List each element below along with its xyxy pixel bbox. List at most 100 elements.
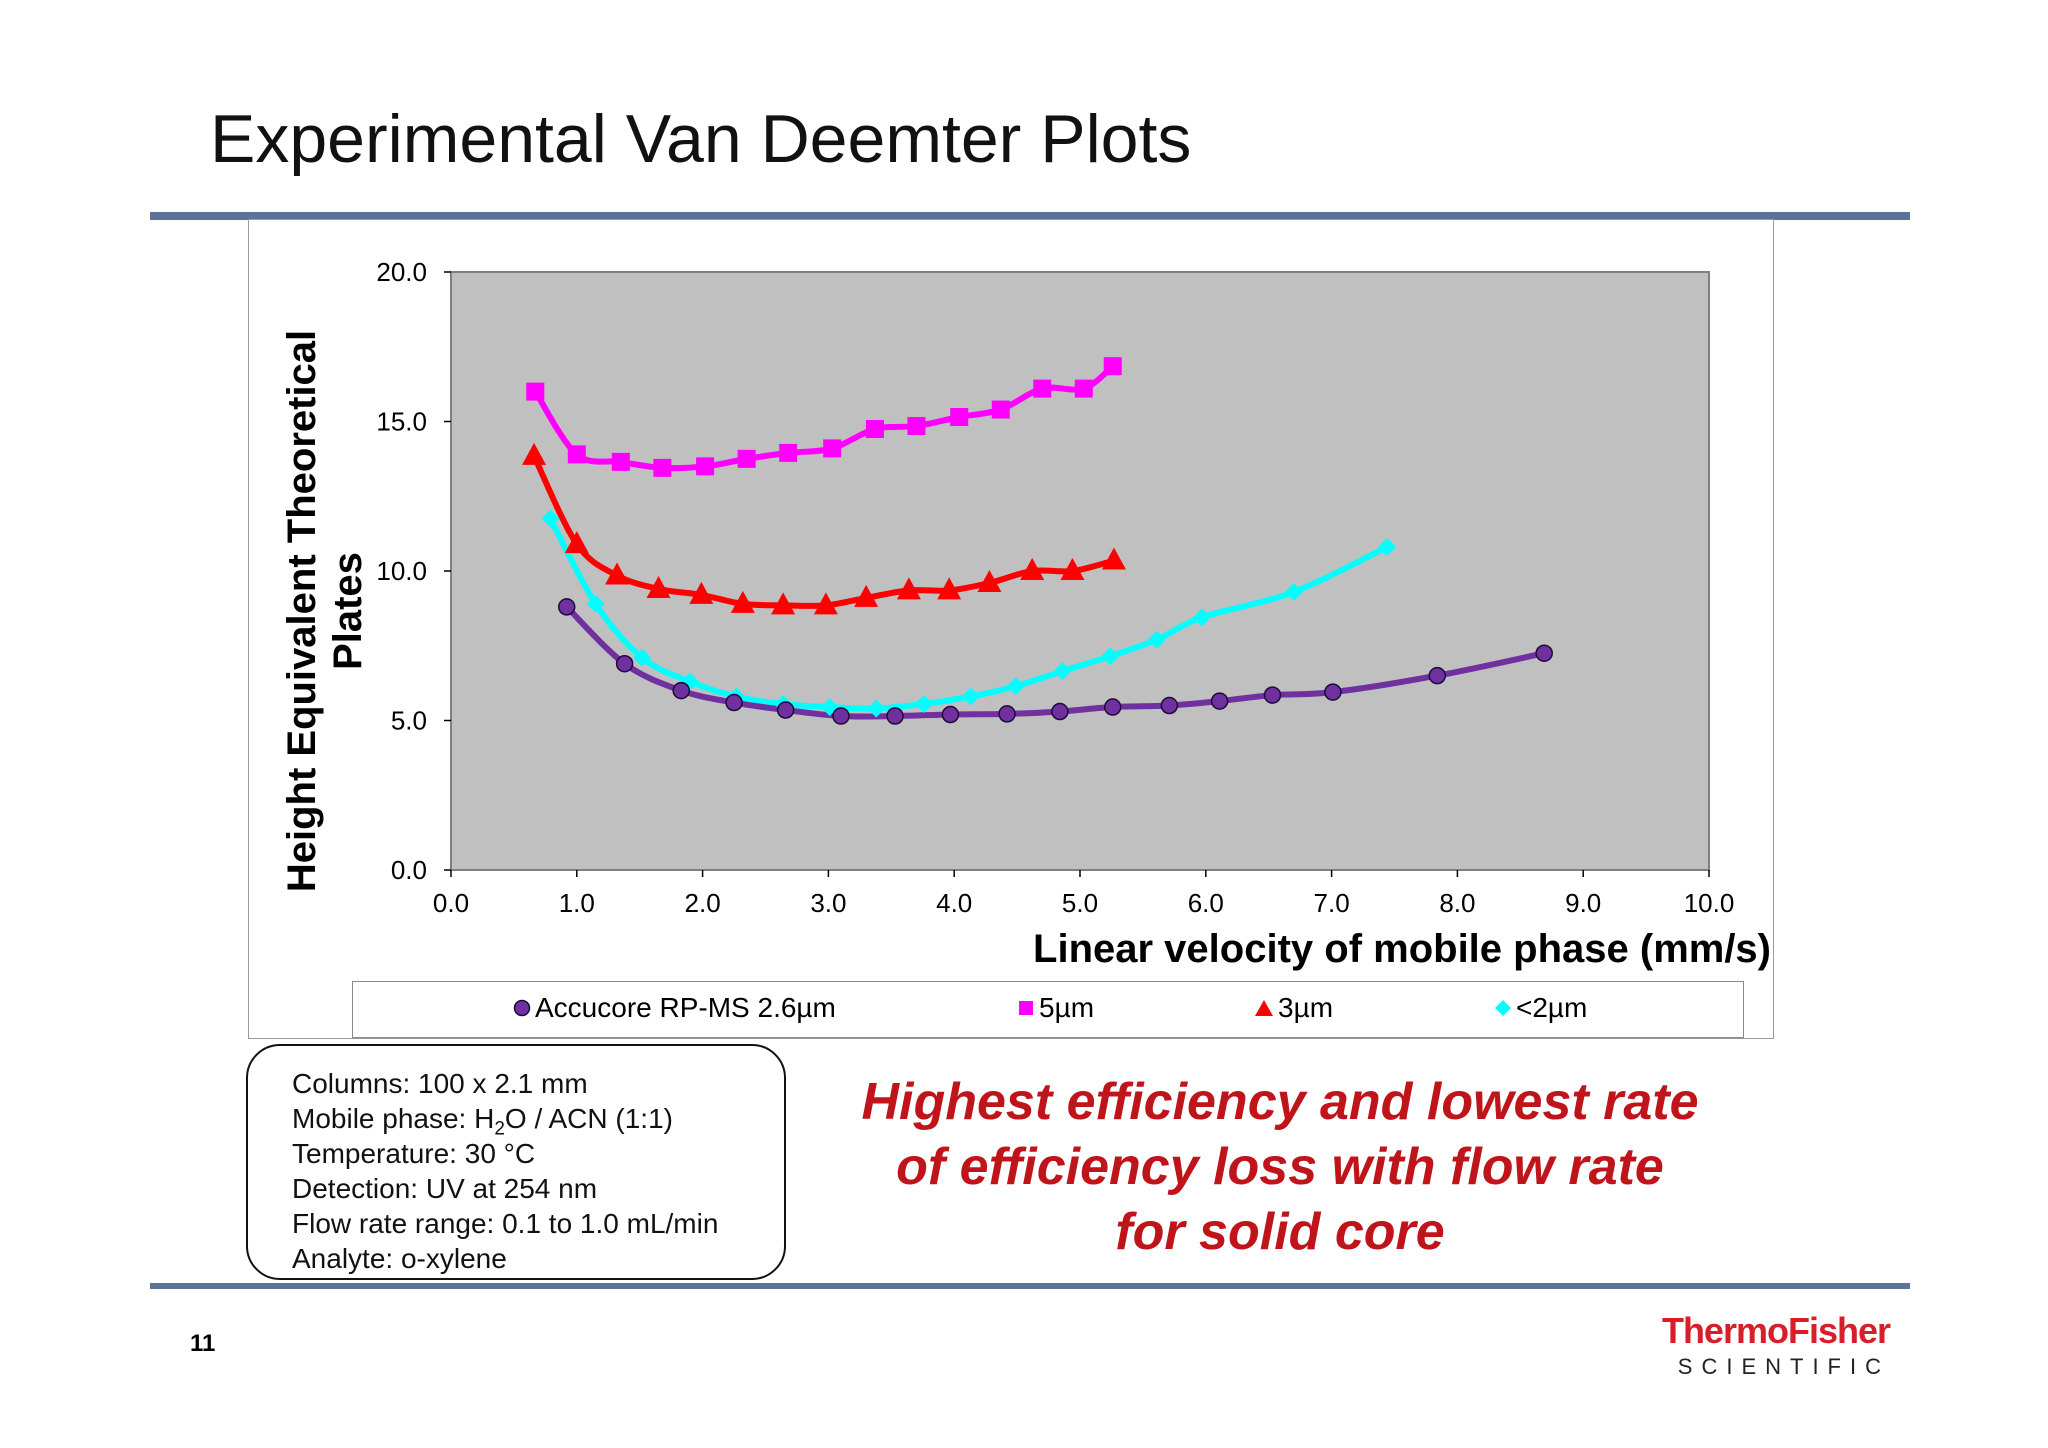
logo-brand: ThermoFisher [1661,1310,1891,1351]
chart-frame: 0.0 5.0 10.0 15.0 20.0 0.0 1.0 2.0 3.0 4.0 5.0 6.0 7… [248,219,1774,1039]
data-point [832,707,850,725]
data-point [564,531,589,554]
x-tick-label: 0.0 [433,888,469,918]
data-point [615,654,634,673]
conditions-box: Columns: 100 x 2.1 mm Mobile phase: H2O … [246,1044,786,1280]
data-point [1060,558,1085,580]
data-point [998,705,1016,723]
data-point [776,701,795,719]
square-marker-icon [1017,992,1035,1024]
data-point [886,707,904,725]
legend-label: 5µm [1039,992,1095,1023]
data-point [526,382,545,401]
data-point [915,695,934,714]
data-point [1324,683,1342,701]
circle-marker-icon [513,992,531,1024]
data-point [725,693,743,712]
data-point [1020,558,1045,580]
data-point [1377,538,1396,557]
page-number: 11 [190,1330,216,1357]
x-tick-label: 4.0 [936,888,972,918]
x-tick-label: 1.0 [559,888,595,918]
data-point [522,442,547,465]
logo-subtitle: SCIENTIFIC [1677,1354,1890,1379]
legend-label: 3µm [1278,992,1334,1023]
info-line: Temperature: 30 °C [292,1138,536,1169]
data-point [1074,379,1093,398]
callout-text: Highest efficiency and lowest rate of ef… [861,1073,1699,1261]
y-tick-label: 15.0 [376,407,427,437]
x-tick-label: 10.0 [1684,888,1735,918]
data-point [1160,696,1179,715]
data-point [950,408,969,427]
y-tick-label: 5.0 [391,706,427,736]
data-point [941,705,960,724]
data-point [896,577,921,600]
data-point [1051,702,1069,721]
data-point [820,698,839,717]
data-point [1210,692,1229,710]
info-line: Detection: UV at 254 nm [292,1173,598,1204]
data-point [865,419,884,438]
data-point [567,445,586,464]
y-axis-title: Height Equivalent TheoreticalPlates [280,330,370,892]
data-point [1103,357,1122,376]
data-point [1033,379,1052,398]
y-axis-title-line: Height Equivalent Theoretical [280,330,324,892]
info-line: Flow rate range: 0.1 to 1.0 mL/min [292,1208,719,1239]
data-point [730,590,755,613]
legend-item-3um: 3µm [1254,992,1333,1024]
legend-item-accucore: Accucore RP-MS 2.6µm [513,992,836,1024]
data-point [689,581,714,604]
data-point [779,443,798,462]
data-point [586,594,605,613]
y-axis-title-line: Plates [326,552,370,670]
data-point [1101,647,1120,666]
triangle-marker-icon [1254,992,1274,1024]
data-point [961,687,980,706]
x-tick-label: 5.0 [1062,888,1098,918]
info-line: Mobile phase: H2O / ACN (1:1) [292,1103,673,1140]
data-point [907,416,926,435]
info-line: Analyte: o-xylene [292,1243,507,1274]
y-tick-label: 10.0 [376,556,427,586]
chart-legend: Accucore RP-MS 2.6µm 5µm 3µm <2µm [352,981,1744,1038]
data-point [605,562,630,585]
data-point [1053,662,1072,681]
data-point [737,449,756,468]
data-point [1263,686,1282,704]
data-point [653,458,672,477]
x-tick-label: 9.0 [1565,888,1601,918]
x-axis-title: Linear velocity of mobile phase (mm/s) [1033,927,1771,971]
data-point [771,592,796,615]
data-point [1006,677,1025,696]
data-point [813,592,838,615]
data-point [1193,608,1212,627]
data-point [1535,644,1553,662]
x-tick-label: 2.0 [685,888,721,918]
data-point [541,509,560,528]
data-point [854,584,879,607]
data-point [867,699,886,718]
data-point [823,439,842,458]
legend-label: Accucore RP-MS 2.6µm [535,992,836,1023]
data-point [937,577,962,600]
data-point [1284,582,1303,601]
legend-item-5um: 5µm [1017,992,1094,1024]
data-point [633,648,652,667]
company-logo: ThermoFisher SCIENTIFIC [1640,1310,1891,1380]
y-tick-label: 0.0 [391,855,427,885]
data-point [1147,630,1166,649]
data-point [672,681,690,700]
x-tick-label: 6.0 [1188,888,1224,918]
data-point [646,575,671,598]
top-rule [150,212,1910,220]
bottom-rule [150,1283,1910,1289]
y-tick-label: 20.0 [376,257,427,287]
data-point [1103,698,1122,716]
x-tick-label: 8.0 [1439,888,1475,918]
diamond-marker-icon [1494,992,1512,1024]
data-point [1428,666,1447,685]
legend-item-sub2um: <2µm [1494,992,1587,1024]
data-point [991,400,1010,419]
